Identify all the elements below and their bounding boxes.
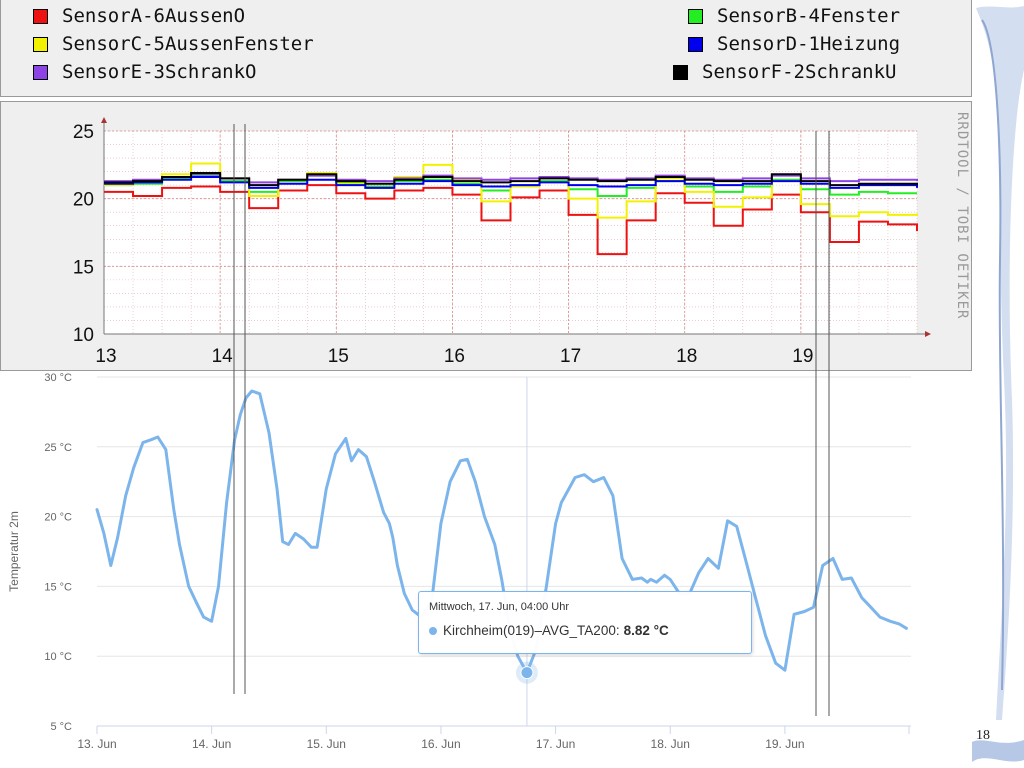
rrd-x-tick-label: 16 (444, 346, 465, 367)
hc-x-tick-label: 17. Jun (536, 737, 575, 751)
legend-label: SensorE-3SchrankO (62, 61, 257, 83)
rrd-temperature-chart: 10 15 20 25 13 14 15 16 17 18 19 (73, 117, 931, 367)
rrd-x-axis-arrow (925, 331, 931, 337)
rrd-x-tick-label: 17 (560, 346, 581, 367)
legend-label: SensorA-6AussenO (62, 5, 246, 27)
legend-label: SensorC-5AussenFenster (62, 33, 314, 55)
hc-x-tick-label: 13. Jun (77, 737, 116, 751)
hc-x-tick-label: 18. Jun (651, 737, 690, 751)
rrd-x-tick-label: 14 (212, 346, 234, 367)
hc-hover-point (520, 666, 534, 680)
series-dot-icon (429, 626, 437, 635)
hc-x-tick-label: 15. Jun (307, 737, 346, 751)
tooltip-series-label: Kirchheim(019)–AVG_TA200: (443, 623, 620, 638)
hc-y-tick-label: 20 °C (44, 512, 72, 524)
rrd-x-tick-label: 19 (792, 346, 813, 367)
chart-tooltip: Mittwoch, 17. Jun, 04:00 Uhr Kirchheim(0… (418, 591, 752, 654)
tooltip-row: Kirchheim(019)–AVG_TA200: 8.82 °C (429, 623, 669, 638)
hc-x-tick-label: 16. Jun (421, 737, 460, 751)
rrd-credit: RRDTOOL / TOBI OETIKER (954, 112, 970, 320)
hc-x-tick-label: 19. Jun (765, 737, 804, 751)
legend-item-sensor-e: SensorE-3SchrankO (33, 61, 256, 83)
kirchheim-temperature-chart: 5 °C 10 °C 15 °C 20 °C 25 °C 30 °C 13. Jun 14. … (7, 372, 911, 751)
rrd-y-tick-label: 20 (73, 190, 94, 211)
hc-x-tick-label: 14. Jun (192, 737, 231, 751)
rrd-y-tick-label: 25 (73, 122, 94, 143)
rrd-y-tick-label: 15 (73, 257, 94, 278)
rrd-x-tick-label: 15 (328, 346, 349, 367)
rrd-y-tick-label: 10 (73, 325, 94, 346)
page-number: 18 (976, 728, 990, 743)
rrd-x-tick-label: 18 (676, 346, 697, 367)
hc-series-line (95, 389, 908, 675)
sensor-legend: SensorA-6AussenO SensorB-4Fenster Sensor… (0, 0, 972, 97)
legend-swatch (688, 8, 703, 24)
hc-y-tick-label: 25 °C (44, 442, 72, 454)
legend-label: SensorF-2SchrankU (702, 61, 897, 83)
legend-swatch (33, 36, 48, 52)
slide-decoration (972, 6, 1024, 762)
hc-y-axis-title: Temperatur 2m (7, 511, 21, 592)
legend-label: SensorB-4Fenster (717, 5, 901, 27)
legend-label: SensorD-1Heizung (717, 33, 901, 55)
legend-item-sensor-d: SensorD-1Heizung (688, 33, 900, 55)
tooltip-value: 8.82 °C (623, 623, 669, 638)
legend-item-sensor-c: SensorC-5AussenFenster (33, 33, 314, 55)
legend-swatch (688, 36, 703, 52)
legend-swatch (673, 64, 688, 80)
tooltip-header: Mittwoch, 17. Jun, 04:00 Uhr (429, 601, 570, 613)
legend-item-sensor-a: SensorA-6AussenO (33, 5, 245, 27)
rrd-x-tick-label: 13 (95, 346, 116, 367)
hc-y-tick-label: 30 °C (44, 372, 72, 384)
legend-item-sensor-b: SensorB-4Fenster (688, 5, 900, 27)
legend-swatch (33, 64, 48, 80)
rrd-series-line (104, 171, 918, 187)
legend-item-sensor-f: SensorF-2SchrankU (673, 61, 896, 83)
rrd-y-axis-arrow (101, 117, 107, 123)
hc-y-tick-label: 10 °C (44, 651, 72, 663)
legend-swatch (33, 8, 48, 24)
hc-y-tick-label: 5 °C (50, 721, 72, 733)
hc-y-tick-label: 15 °C (44, 581, 72, 593)
